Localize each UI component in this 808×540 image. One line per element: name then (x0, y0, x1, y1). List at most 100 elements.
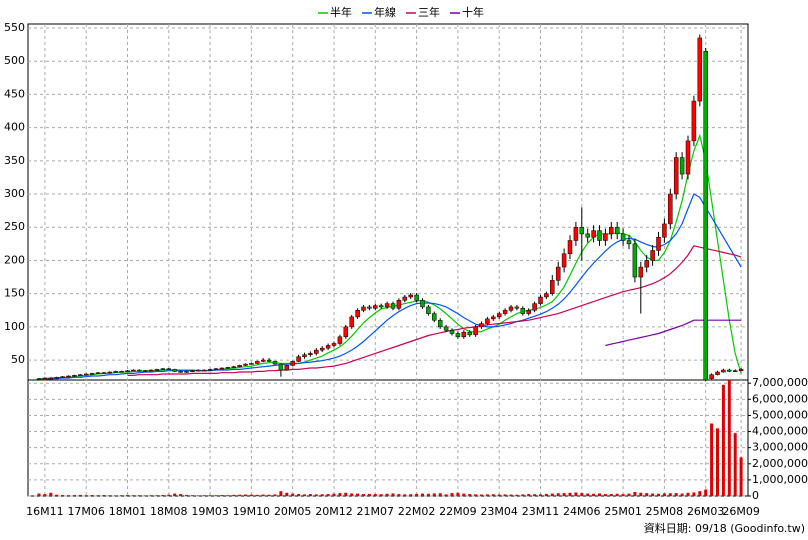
volume-bar (373, 494, 377, 496)
volume-bar (202, 495, 206, 496)
volume-bar (462, 493, 466, 496)
volume-bar (167, 494, 171, 496)
candle-body (337, 336, 343, 344)
candle-body (555, 266, 561, 281)
volume-bar (84, 495, 88, 496)
volume-bar (586, 493, 590, 496)
volume-bar (55, 494, 59, 496)
volume-bar (485, 494, 489, 496)
volume-bar (149, 495, 153, 496)
volume-bar (179, 494, 183, 496)
candle-body (561, 253, 567, 268)
volume-bar (509, 494, 513, 496)
volume-bar (49, 492, 53, 496)
volume-bar (444, 494, 448, 496)
volume-bar (503, 494, 507, 496)
y-tick-label: 150 (4, 287, 25, 300)
volume-bar (468, 494, 472, 496)
volume-tick-label: 7,000,000 (752, 376, 808, 389)
volume-bar (37, 493, 41, 496)
candle-body (727, 369, 732, 372)
volume-bar (108, 495, 112, 496)
candle-body (178, 371, 183, 373)
candle-body (638, 266, 644, 278)
y-tick-label: 200 (4, 253, 25, 266)
candle-body (703, 50, 708, 381)
volume-bar (362, 494, 365, 496)
volume-bar (645, 493, 649, 496)
candle-body (249, 363, 254, 365)
candle-body (437, 319, 443, 328)
volume-tick-label: 6,000,000 (752, 392, 808, 405)
candle-body (302, 354, 307, 358)
volume-bar (385, 493, 389, 496)
volume-bar (232, 494, 236, 496)
candle-body (83, 373, 89, 376)
ma-line (39, 193, 742, 380)
volume-bar (190, 495, 194, 496)
volume-bar (391, 493, 395, 496)
volume-bar (580, 493, 584, 496)
volume-bar (350, 493, 354, 496)
candle-body (461, 331, 467, 338)
volume-bar (43, 494, 47, 496)
y-tick-label: 350 (4, 154, 25, 167)
volume-bar (220, 495, 224, 496)
volume-bar (421, 493, 424, 496)
candle-body (449, 329, 455, 334)
volume-bar (415, 493, 419, 496)
candle-body (609, 226, 614, 235)
volume-bar (131, 495, 135, 496)
candle-body (378, 305, 384, 308)
candle-body (361, 306, 366, 311)
candle-body (42, 377, 48, 380)
volume-bar (244, 494, 247, 496)
volume-bar (338, 493, 342, 496)
x-tick-label: 18M01 (109, 505, 147, 518)
legend-label: 年線 (374, 5, 396, 19)
candle-body (101, 372, 107, 374)
volume-bar (432, 493, 436, 496)
volume-bar (491, 494, 495, 496)
candle-body (107, 371, 113, 374)
candle-body (443, 326, 449, 331)
x-tick-label: 20M12 (315, 505, 353, 518)
volume-bar (639, 492, 643, 496)
volume-bar (114, 495, 118, 496)
candle-body (154, 369, 160, 371)
y-tick-label: 400 (4, 121, 25, 134)
candle-body (455, 333, 461, 338)
volume-bar (692, 492, 696, 496)
candle-body (325, 345, 331, 349)
volume-bar (450, 493, 454, 496)
candle-body (296, 356, 301, 362)
candle-body (485, 318, 490, 324)
candle-body (355, 310, 360, 318)
candle-body (426, 306, 431, 314)
candle-body (532, 303, 537, 311)
volume-bar (521, 494, 525, 496)
volume-bar (716, 428, 719, 496)
candle-body (662, 223, 667, 238)
volume-bar (733, 433, 737, 496)
candle-body (119, 371, 124, 373)
legend-label: 半年 (330, 5, 352, 19)
x-tick-label: 19M10 (233, 505, 271, 518)
x-tick-label: 20M05 (274, 505, 312, 518)
volume-bar (574, 492, 578, 496)
candle-body (432, 313, 437, 321)
candle-body (48, 377, 54, 380)
candle-body (219, 367, 225, 370)
candle-body (349, 316, 354, 328)
candle-body (54, 377, 59, 379)
candle-body (709, 374, 714, 379)
volume-bar (326, 494, 330, 496)
volume-bar (550, 493, 554, 496)
volume-bar (397, 494, 401, 496)
volume-bar (332, 493, 336, 496)
x-tick-label: 25M08 (646, 505, 684, 518)
x-tick-label: 24M06 (563, 505, 601, 518)
volume-bar (90, 495, 94, 496)
volume-bar (456, 492, 460, 496)
